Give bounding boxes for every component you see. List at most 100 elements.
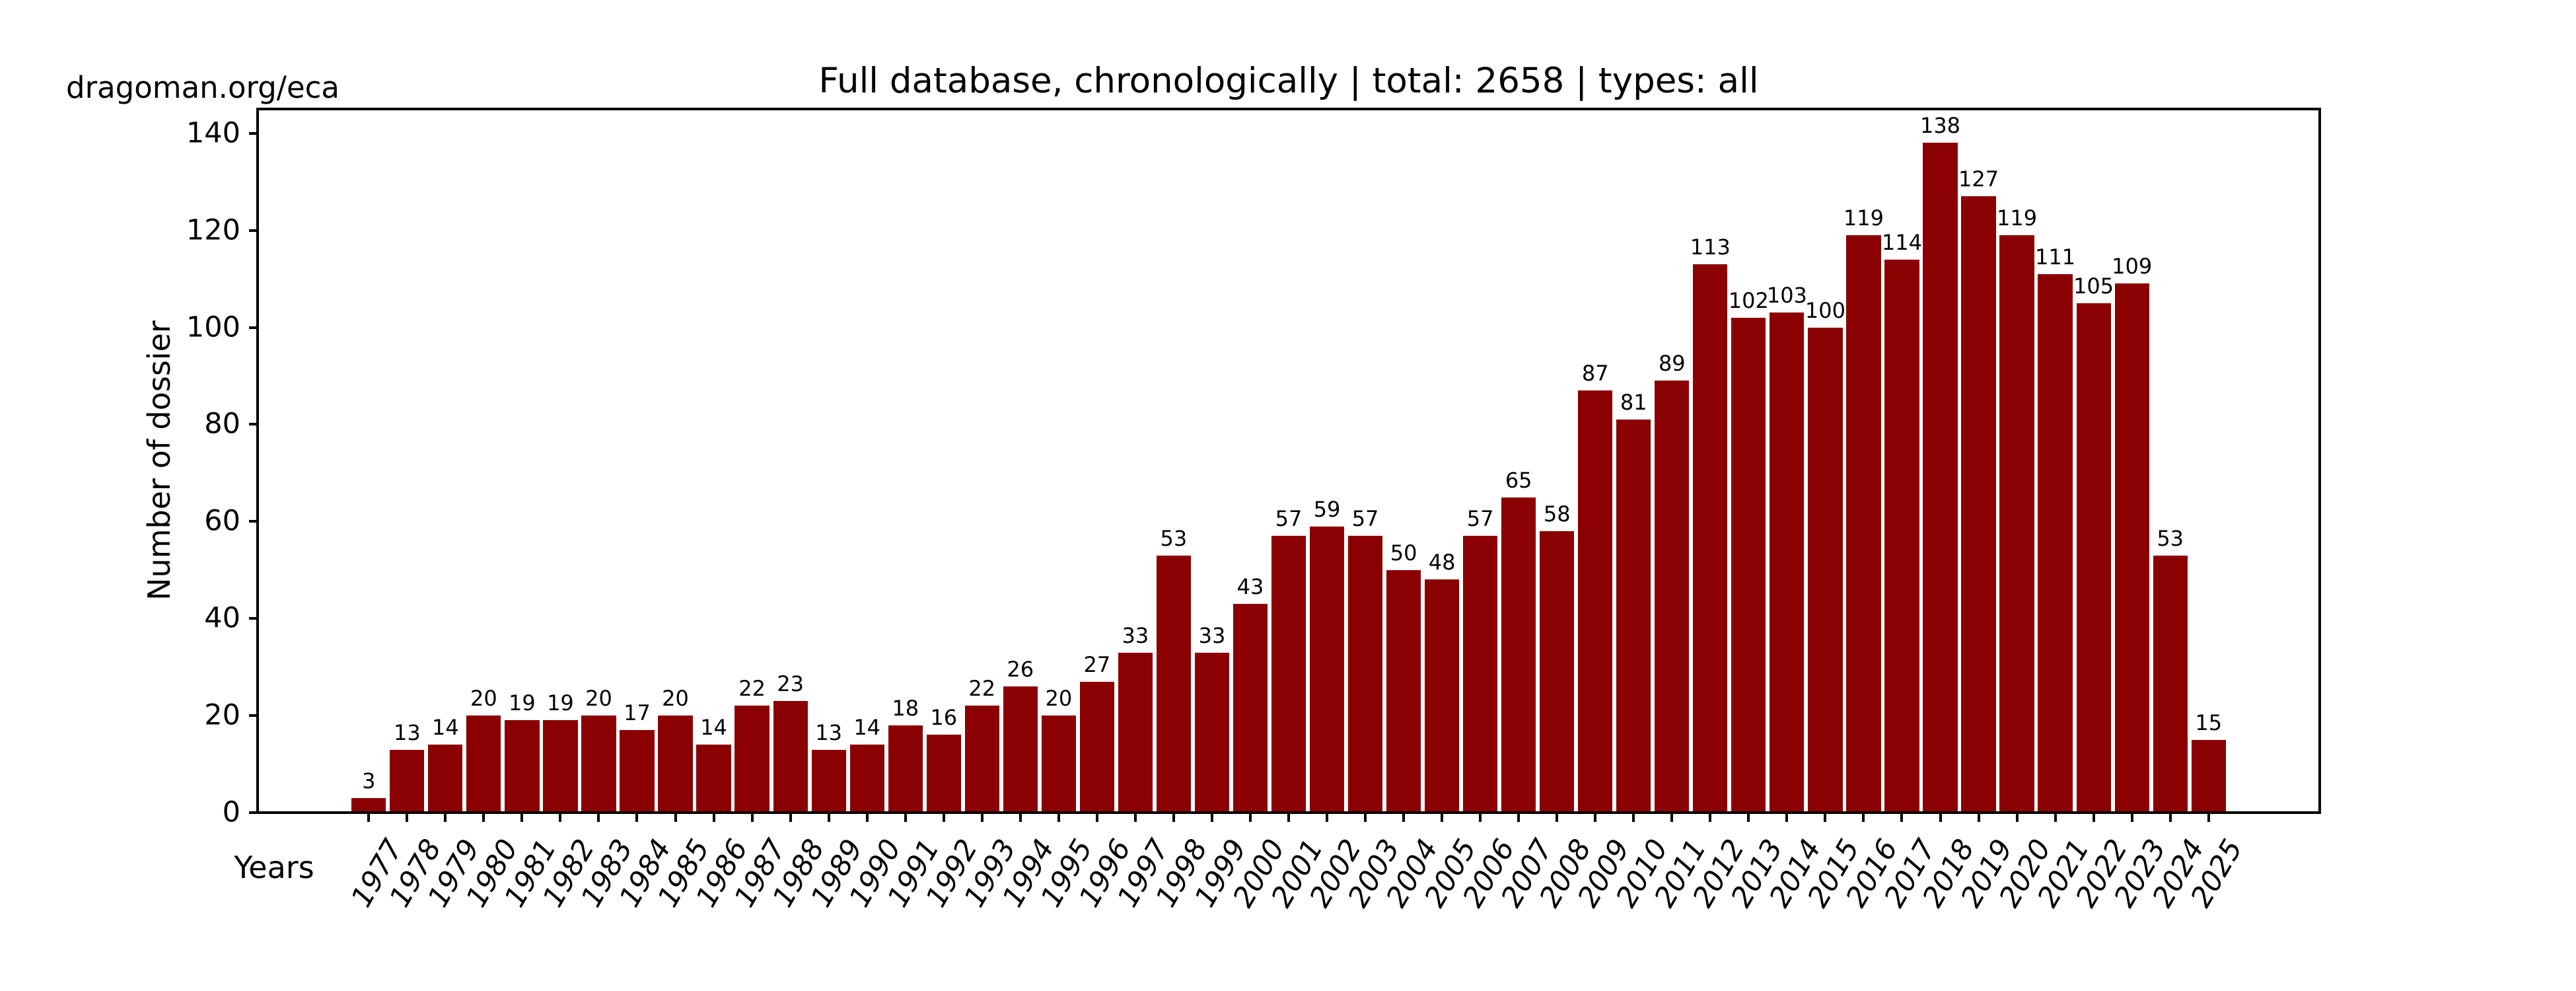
x-tick-mark	[1785, 813, 1789, 822]
bar-2021	[2038, 274, 2073, 813]
y-tick-mark	[249, 131, 258, 135]
bar-value-label: 58	[1543, 501, 1571, 527]
bar-value-label: 43	[1236, 574, 1264, 600]
bar-2016	[1846, 235, 1881, 813]
x-tick-mark	[444, 813, 447, 822]
bar-2007	[1501, 497, 1536, 813]
bar-1987	[734, 706, 769, 813]
x-tick-mark	[1709, 813, 1712, 822]
bar-1996	[1079, 681, 1114, 813]
bar-2023	[2114, 283, 2149, 813]
x-tick-mark	[1441, 813, 1444, 822]
y-tick-mark	[249, 229, 258, 232]
bar-2024	[2153, 555, 2188, 813]
bar-2013	[1731, 317, 1766, 813]
bar-value-label: 14	[700, 715, 727, 741]
x-tick-mark	[406, 813, 409, 822]
bar-1999	[1194, 652, 1230, 813]
y-tick-label: 100	[186, 311, 240, 344]
bar-value-label: 113	[1690, 235, 1731, 260]
bar-value-label: 57	[1466, 506, 1494, 532]
bar-2009	[1578, 390, 1613, 813]
x-tick-mark	[904, 813, 907, 822]
bar-2015	[1808, 327, 1843, 813]
bar-value-label: 59	[1313, 496, 1341, 522]
bar-2025	[2191, 739, 2226, 813]
bar-1980	[466, 716, 501, 813]
bar-value-label: 27	[1083, 651, 1111, 677]
x-tick-mark	[1747, 813, 1750, 822]
bar-value-label: 87	[1581, 361, 1609, 386]
bar-value-label: 20	[470, 686, 497, 712]
x-tick-mark	[789, 813, 792, 822]
bar-value-label: 22	[738, 676, 766, 702]
bar-2012	[1693, 264, 1728, 813]
y-axis-label: Number of dossier	[141, 320, 177, 601]
bar-value-label: 109	[2112, 254, 2153, 279]
bar-value-label: 48	[1428, 550, 1456, 575]
bar-value-label: 119	[1843, 205, 1884, 231]
bar-1994	[1003, 686, 1038, 813]
y-tick-label: 120	[186, 213, 240, 247]
bar-1977	[351, 797, 386, 813]
bar-1990	[849, 745, 884, 813]
chart-title: Full database, chronologically | total: …	[818, 61, 1759, 101]
x-tick-mark	[520, 813, 524, 822]
bar-value-label: 57	[1351, 506, 1379, 532]
bar-1985	[658, 716, 693, 813]
x-tick-mark	[1900, 813, 1904, 822]
bar-1978	[390, 749, 425, 813]
bar-value-label: 26	[1007, 657, 1034, 682]
bar-value-label: 119	[1997, 205, 2038, 231]
x-tick-mark	[827, 813, 830, 822]
y-tick-mark	[249, 520, 258, 523]
x-tick-mark	[1402, 813, 1406, 822]
bar-value-label: 33	[1198, 622, 1226, 648]
y-tick-label: 80	[204, 407, 240, 441]
y-tick-label: 60	[204, 504, 240, 538]
bar-2011	[1655, 381, 1690, 813]
x-tick-mark	[1133, 813, 1137, 822]
bar-value-label: 23	[777, 671, 804, 697]
y-tick-mark	[249, 617, 258, 620]
y-tick-label: 20	[204, 698, 240, 732]
bar-2002	[1309, 526, 1345, 813]
bar-value-label: 14	[853, 715, 881, 741]
x-tick-mark	[674, 813, 677, 822]
bar-value-label: 20	[662, 686, 689, 712]
bar-1993	[964, 706, 999, 813]
x-tick-mark	[1594, 813, 1597, 822]
x-tick-mark	[1824, 813, 1827, 822]
x-tick-mark	[1248, 813, 1252, 822]
bar-value-label: 13	[815, 719, 842, 745]
bar-value-label: 18	[892, 695, 919, 721]
bar-2000	[1233, 604, 1268, 813]
bar-value-label: 81	[1620, 390, 1647, 416]
bar-value-label: 103	[1766, 283, 1807, 309]
bar-2018	[1923, 143, 1958, 813]
bar-value-label: 22	[968, 676, 996, 702]
bar-2008	[1540, 531, 1575, 813]
bar-value-label: 53	[2157, 525, 2184, 551]
bar-1983	[581, 716, 616, 813]
x-tick-mark	[1862, 813, 1865, 822]
x-tick-mark	[1977, 813, 1980, 822]
y-tick-label: 0	[222, 795, 240, 829]
x-tick-mark	[597, 813, 600, 822]
bar-2005	[1425, 579, 1460, 813]
bar-value-label: 105	[2073, 273, 2114, 299]
x-tick-mark	[367, 813, 371, 822]
bar-2019	[1961, 196, 1996, 813]
bar-value-label: 20	[1045, 686, 1073, 712]
bar-1989	[811, 749, 846, 813]
x-tick-mark	[865, 813, 869, 822]
x-tick-mark	[1479, 813, 1482, 822]
bar-value-label: 17	[624, 700, 651, 726]
y-tick-mark	[249, 811, 258, 814]
bar-1984	[620, 730, 655, 813]
y-tick-mark	[249, 714, 258, 717]
y-tick-mark	[249, 423, 258, 426]
bar-value-label: 89	[1658, 351, 1686, 377]
bar-2017	[1884, 259, 1919, 813]
x-tick-mark	[2054, 813, 2057, 822]
